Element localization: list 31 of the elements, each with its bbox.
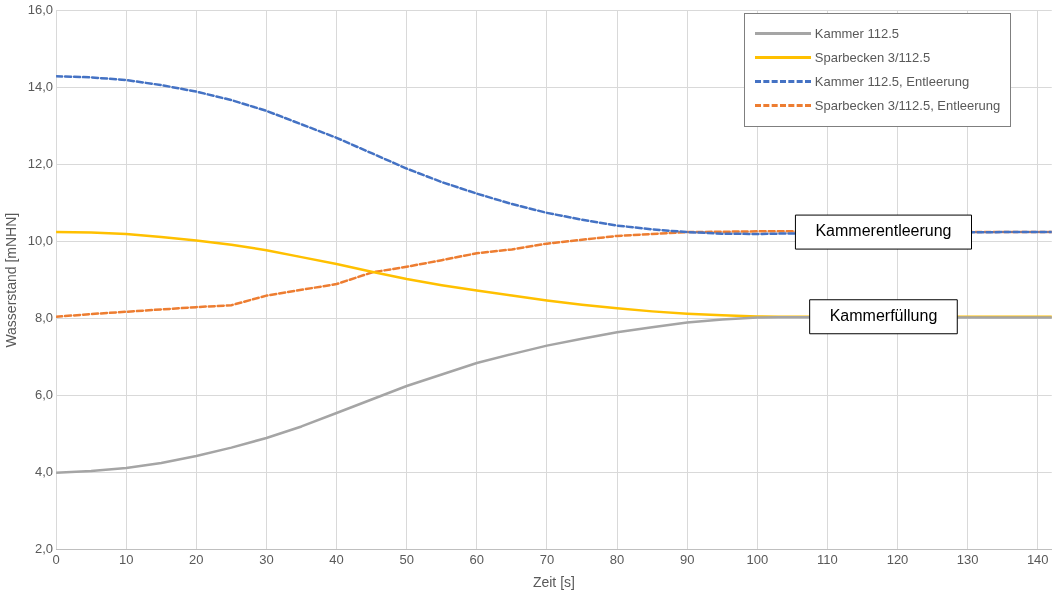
x-tick-label: 30 — [259, 551, 274, 567]
x-tick-label: 60 — [469, 551, 485, 567]
x-tick-label: 40 — [329, 551, 344, 567]
x-tick-label: 50 — [399, 551, 414, 567]
x-tick-label: 80 — [609, 551, 625, 567]
y-axis-title: Wasserstand [mNHN] — [3, 212, 20, 348]
x-tick-label: 20 — [189, 551, 204, 567]
y-tick-label: 10,0 — [27, 233, 54, 249]
x-tick-label: 100 — [746, 551, 769, 567]
legend-label: Sparbecken 3/112.5 — [814, 50, 931, 66]
y-tick-label: 16,0 — [27, 2, 54, 18]
x-axis-title: Zeit [s] — [532, 574, 575, 591]
y-tick-label: 4,0 — [35, 464, 54, 480]
x-tick-label: 120 — [886, 551, 909, 567]
legend-label: Kammer 112.5 — [814, 26, 900, 42]
x-tick-label: 90 — [679, 551, 695, 567]
x-tick-label: 70 — [539, 551, 555, 567]
annotation: Kammerfüllung — [829, 307, 938, 325]
y-tick-label: 12,0 — [27, 156, 54, 172]
y-tick-label: 14,0 — [27, 79, 54, 95]
x-tick-label: 140 — [1026, 551, 1049, 567]
x-tick-label: 110 — [817, 551, 838, 567]
legend-label: Sparbecken 3/112.5, Entleerung — [814, 98, 1001, 114]
x-tick-label: 0 — [52, 551, 60, 567]
y-tick-label: 8,0 — [35, 310, 54, 326]
y-tick-label: 2,0 — [35, 541, 54, 557]
legend-label: Kammer 112.5, Entleerung — [814, 74, 970, 90]
x-tick-label: 10 — [118, 551, 134, 567]
annotation: Kammerentleerung — [815, 222, 952, 240]
x-tick-label: 130 — [956, 551, 979, 567]
y-tick-label: 6,0 — [35, 387, 54, 403]
